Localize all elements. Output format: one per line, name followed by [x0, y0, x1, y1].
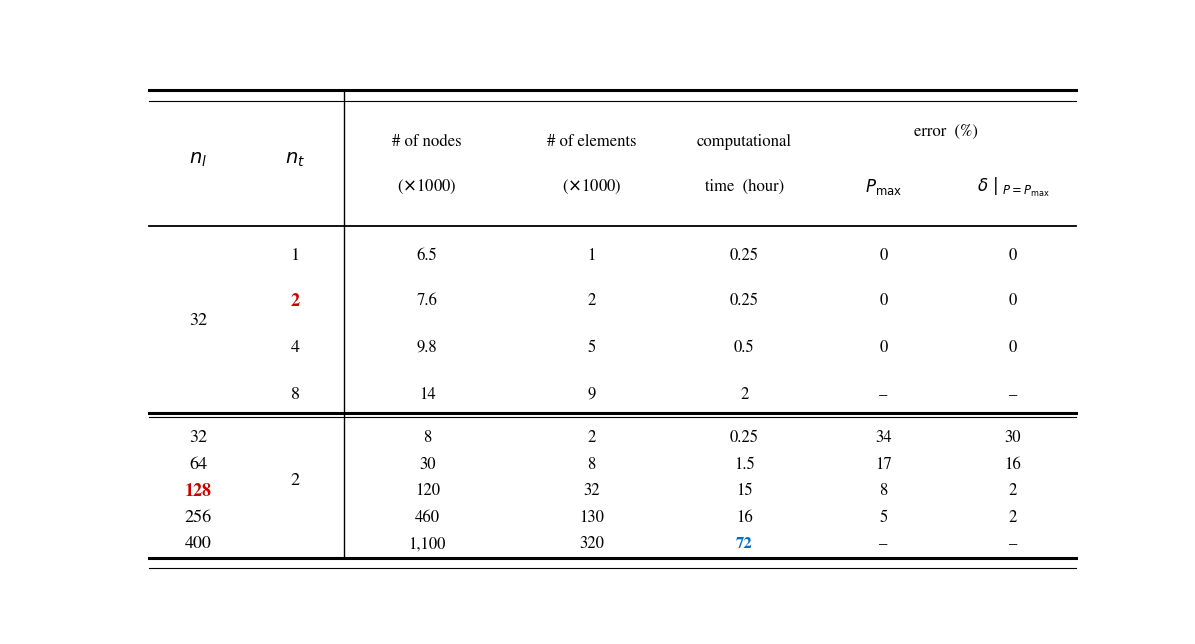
Text: 0: 0	[1009, 248, 1017, 264]
Text: 6.5: 6.5	[417, 248, 437, 264]
Text: –: –	[1009, 386, 1017, 402]
Text: 1: 1	[290, 248, 300, 264]
Text: 0.5: 0.5	[734, 339, 755, 355]
Text: 32: 32	[189, 313, 207, 329]
Text: 8: 8	[880, 484, 888, 499]
Text: 64: 64	[189, 457, 207, 473]
Text: 2: 2	[588, 430, 596, 446]
Text: 8: 8	[588, 457, 596, 473]
Text: 2: 2	[588, 294, 596, 309]
Text: 14: 14	[418, 386, 436, 402]
Text: 2: 2	[290, 293, 300, 310]
Text: 32: 32	[189, 430, 207, 446]
Text: 15: 15	[736, 484, 753, 499]
Text: # of elements: # of elements	[547, 134, 636, 150]
Text: 34: 34	[875, 430, 891, 446]
Text: 1: 1	[588, 248, 596, 264]
Text: 2: 2	[1009, 484, 1017, 499]
Text: 1.5: 1.5	[734, 457, 755, 473]
Text: computational: computational	[697, 134, 792, 150]
Text: 8: 8	[423, 430, 431, 446]
Text: 0.25: 0.25	[730, 294, 759, 309]
Text: 2: 2	[740, 386, 748, 402]
Text: $P_{\mathrm{max}}$: $P_{\mathrm{max}}$	[865, 177, 902, 197]
Text: 9: 9	[588, 386, 596, 402]
Text: 0: 0	[1009, 339, 1017, 355]
Text: $\delta\ |_{\ P=P_{\mathrm{max}}}$: $\delta\ |_{\ P=P_{\mathrm{max}}}$	[976, 176, 1049, 199]
Text: 0.25: 0.25	[730, 248, 759, 264]
Text: # of nodes: # of nodes	[392, 134, 462, 150]
Text: 130: 130	[580, 509, 603, 526]
Text: 460: 460	[415, 509, 440, 526]
Text: 17: 17	[875, 457, 891, 473]
Text: 32: 32	[583, 484, 600, 499]
Text: 0: 0	[880, 339, 888, 355]
Text: 0: 0	[1009, 294, 1017, 309]
Text: 72: 72	[736, 537, 753, 551]
Text: error  (%): error (%)	[914, 124, 978, 140]
Text: 2: 2	[1009, 509, 1017, 526]
Text: 1,100: 1,100	[409, 536, 446, 553]
Text: 8: 8	[290, 386, 300, 402]
Text: –: –	[880, 536, 888, 553]
Text: 128: 128	[184, 483, 212, 500]
Text: ($\times$1000): ($\times$1000)	[398, 178, 456, 196]
Text: 0.25: 0.25	[730, 430, 759, 446]
Text: 30: 30	[1005, 430, 1022, 446]
Text: –: –	[1009, 536, 1017, 553]
Text: $n_t$: $n_t$	[286, 151, 305, 169]
Text: ($\times$1000): ($\times$1000)	[562, 178, 621, 196]
Text: 400: 400	[184, 536, 212, 553]
Text: 7.6: 7.6	[417, 294, 437, 309]
Text: 9.8: 9.8	[417, 339, 437, 355]
Text: 2: 2	[290, 473, 300, 489]
Text: $n_l$: $n_l$	[189, 151, 207, 169]
Text: 5: 5	[880, 509, 888, 526]
Text: 16: 16	[736, 509, 753, 526]
Text: 120: 120	[415, 484, 440, 499]
Text: 256: 256	[184, 509, 212, 526]
Text: 4: 4	[290, 339, 300, 355]
Text: 16: 16	[1005, 457, 1022, 473]
Text: time  (hour): time (hour)	[705, 180, 784, 195]
Text: 0: 0	[880, 248, 888, 264]
Text: 320: 320	[580, 536, 603, 553]
Text: –: –	[880, 386, 888, 402]
Text: 0: 0	[880, 294, 888, 309]
Text: 30: 30	[419, 457, 435, 473]
Text: 5: 5	[588, 339, 596, 355]
